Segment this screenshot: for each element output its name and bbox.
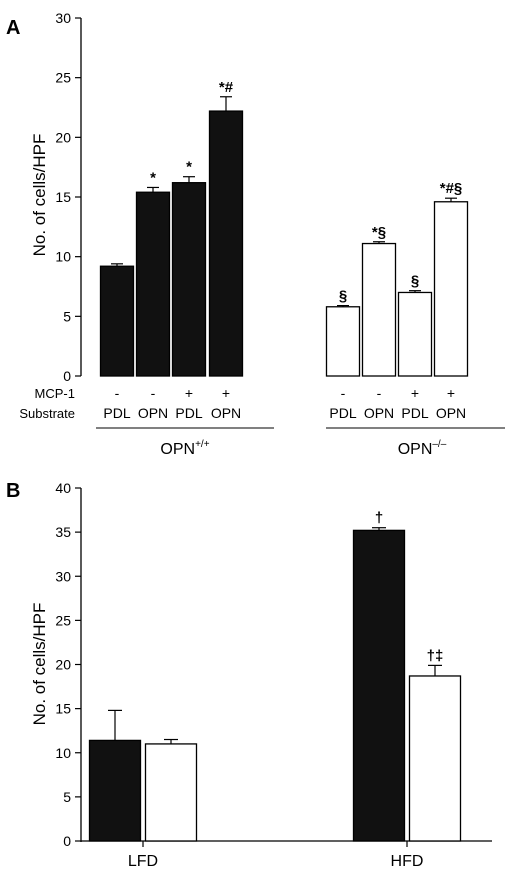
panel-b-y-tick-label: 10 — [55, 745, 71, 761]
panel-a-substrate-label: PDL — [175, 405, 202, 421]
panel-a-substrate-label: OPN — [436, 405, 466, 421]
panel-b-x-category-label: HFD — [391, 853, 424, 870]
panel-a-group-label-wt: OPN+/+ — [160, 439, 209, 458]
panel-a-bar — [361, 242, 397, 377]
panel-b-y-tick-label: 35 — [55, 524, 71, 540]
panel-a-mcp1-label: + — [222, 385, 230, 401]
panel-a-group-sup-wt: +/+ — [195, 439, 210, 450]
panel-a-y-axis-title: No. of cells/HPF — [30, 134, 49, 257]
panel-b-y-tick-label: 15 — [55, 701, 71, 717]
panel-a-mcp1-label: - — [115, 385, 120, 401]
panel-a-substrate-label: PDL — [329, 405, 356, 421]
panel-a-group-name-ko: OPN — [398, 441, 433, 458]
panel-a-bar — [433, 201, 469, 377]
panel-a-y-tick-label: 0 — [63, 368, 71, 384]
panel-a-group-name-wt: OPN — [160, 441, 195, 458]
panel-b-bar — [408, 675, 462, 842]
panel-a-bar — [397, 291, 433, 377]
panel-b-y-tick-label: 40 — [55, 480, 71, 496]
panel-a-significance-label: § — [411, 273, 419, 290]
panel-a-row-label-substrate: Substrate — [19, 406, 75, 421]
panel-a-letter: A — [6, 17, 20, 39]
panel-a-y-tick-label: 15 — [55, 189, 71, 205]
panel-a-mcp1-label: - — [341, 385, 346, 401]
panel-a-mcp1-label: + — [411, 385, 419, 401]
panel-b-bar — [88, 739, 142, 842]
panel-a-y-tick-label: 20 — [55, 129, 71, 145]
panel-a-group-label-ko: OPN–/– — [398, 439, 447, 458]
panel-a-significance-label: * — [150, 169, 156, 186]
panel-a-significance-label: * — [186, 159, 192, 176]
panel-a-significance-label: *§ — [372, 224, 386, 241]
panel-b-significance-label: †‡ — [427, 647, 444, 664]
panel-a-significance-label: *# — [219, 79, 234, 96]
panel-a-mcp1-label: + — [447, 385, 455, 401]
panel-a-bar — [135, 191, 171, 377]
panel-a-y-tick-label: 10 — [55, 249, 71, 265]
panel-b-y-tick-label: 30 — [55, 568, 71, 584]
panel-a-plot: 0 5 10 15 20 25 30 - PDL * - OPN * + PDL *# + OPN § - PDL *§ -… — [55, 10, 469, 421]
panel-a-substrate-label: OPN — [211, 405, 241, 421]
panel-b-bar — [352, 529, 406, 842]
panel-a-bar — [208, 110, 244, 377]
panel-a-row-label-mcp1: MCP-1 — [35, 386, 75, 401]
panel-b-y-axis-title: No. of cells/HPF — [30, 603, 49, 726]
panel-a-mcp1-label: + — [185, 385, 193, 401]
panel-b-plot: 0 5 10 15 20 25 30 35 40 LFD HFD † †‡ — [55, 480, 462, 870]
panel-a-y-tick-label: 25 — [55, 70, 71, 86]
panel-b-y-tick-label: 25 — [55, 612, 71, 628]
panel-a-significance-label: § — [339, 288, 347, 305]
panel-a-y-tick-label: 30 — [55, 10, 71, 26]
panel-a-mcp1-label: - — [377, 385, 382, 401]
panel-b-y-tick-label: 20 — [55, 657, 71, 673]
panel-a-substrate-label: OPN — [138, 405, 168, 421]
panel-a-substrate-label: PDL — [103, 405, 130, 421]
panel-a-significance-label: *#§ — [440, 180, 463, 197]
panel-a-substrate-label: PDL — [401, 405, 428, 421]
panel-a-bar — [99, 265, 135, 377]
panel-a-mcp1-label: - — [151, 385, 156, 401]
panel-b-significance-label: † — [375, 510, 383, 527]
panel-b-x-category-label: LFD — [128, 853, 158, 870]
panel-b-letter: B — [6, 480, 20, 502]
panel-b-bar — [144, 743, 198, 842]
panel-b-y-tick-label: 5 — [63, 789, 71, 805]
panel-a-bar — [325, 306, 361, 377]
panel-a-group-sup-ko: –/– — [432, 439, 446, 450]
panel-a-y-tick-label: 5 — [63, 308, 71, 324]
panel-a-bar — [171, 182, 207, 377]
panel-a-substrate-label: OPN — [364, 405, 394, 421]
panel-b-y-tick-label: 0 — [63, 833, 71, 849]
